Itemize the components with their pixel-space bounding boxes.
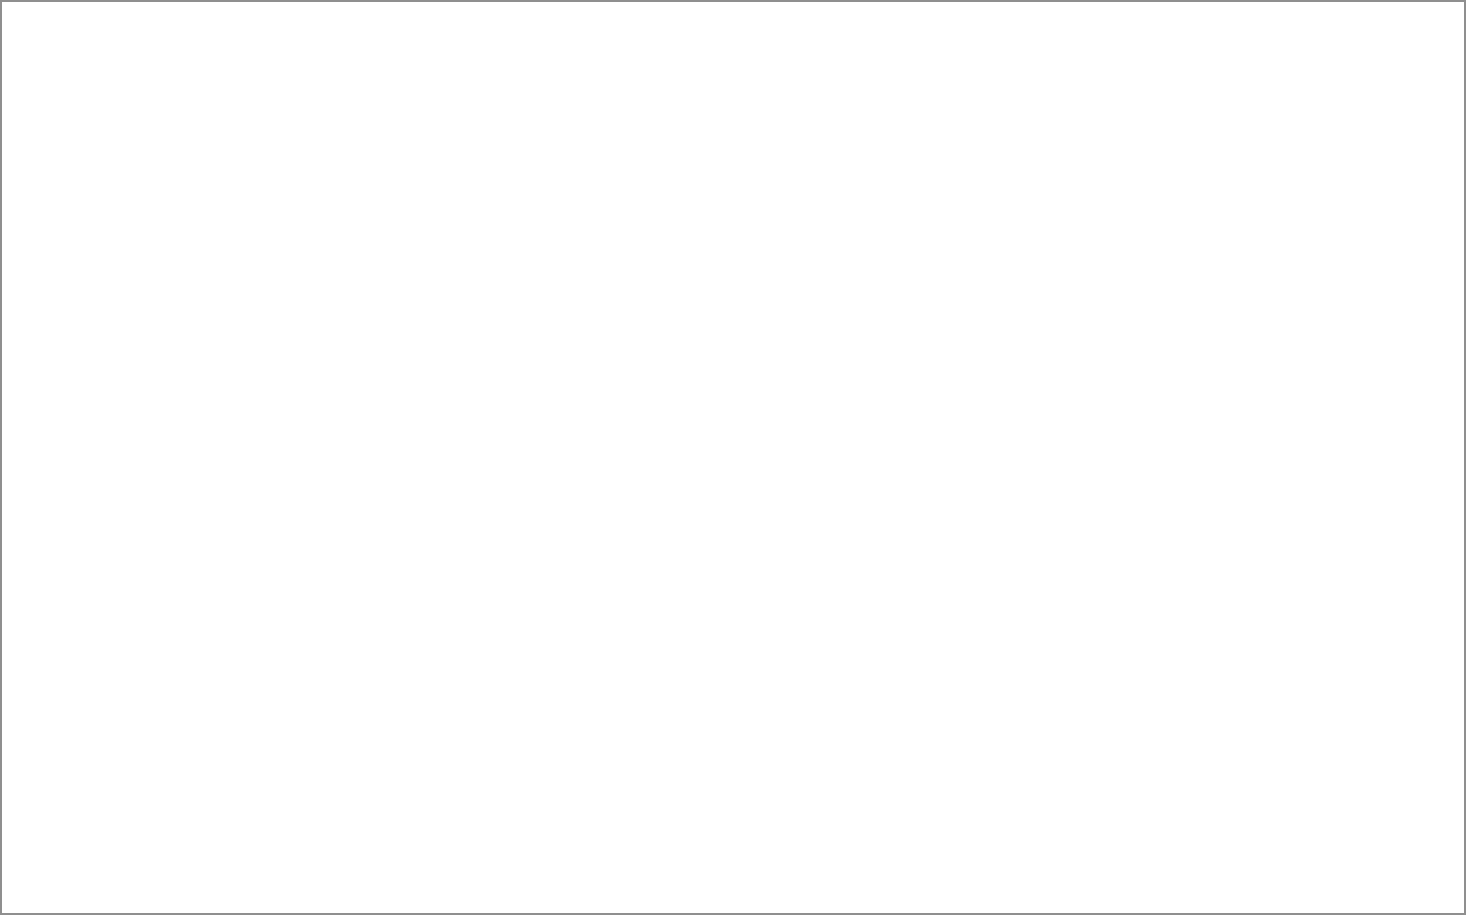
chart-frame xyxy=(0,0,1466,915)
line-chart xyxy=(2,2,1464,913)
